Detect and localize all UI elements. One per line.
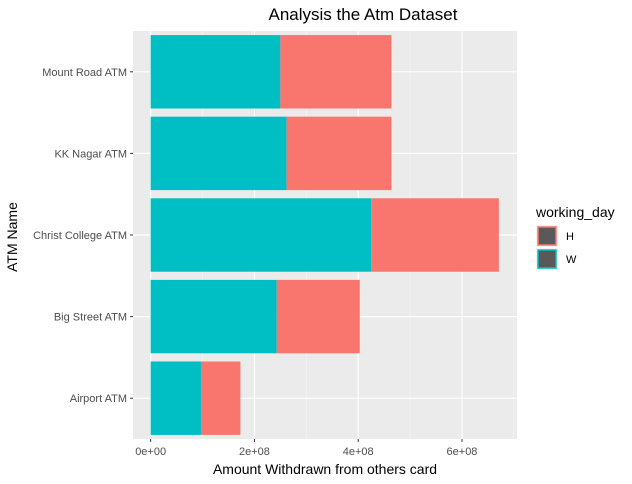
bar-segment-H	[371, 198, 499, 272]
bar-segment-H	[200, 361, 241, 435]
x-tick-label: 6e+08	[447, 446, 478, 458]
legend-label-W: W	[566, 254, 577, 266]
x-tick-label: 0e+00	[135, 446, 166, 458]
bar-segment-H	[280, 35, 392, 109]
x-tick-label: 4e+08	[343, 446, 374, 458]
legend-title: working_day	[535, 204, 615, 220]
legend-swatch-W	[537, 249, 557, 269]
legend: working_day HW	[535, 204, 615, 270]
bar-segment-W	[150, 361, 201, 435]
bar-segment-H	[286, 116, 392, 191]
bar-segment-H	[276, 279, 360, 354]
y-tick-label: Christ College ATM	[33, 230, 127, 242]
bar-segment-W	[150, 198, 372, 272]
bar-segment-W	[150, 116, 287, 191]
x-tick-label: 2e+08	[239, 446, 270, 458]
chart-title: Analysis the Atm Dataset	[269, 5, 458, 24]
y-tick-label: Airport ATM	[70, 393, 127, 405]
y-tick-label: KK Nagar ATM	[54, 148, 127, 160]
bars	[150, 35, 499, 435]
axes: 0e+00 2e+08 4e+08 6e+08 Mount Road ATM KK Nag…	[33, 67, 477, 458]
y-tick-label: Big Street ATM	[54, 312, 127, 324]
legend-swatch-H	[537, 226, 557, 246]
x-axis-title: Amount Withdrawn from others card	[213, 461, 437, 477]
y-tick-label: Mount Road ATM	[42, 67, 127, 79]
bar-segment-W	[150, 35, 281, 109]
bar-segment-W	[150, 279, 277, 354]
y-axis-title: ATM Name	[4, 202, 20, 272]
legend-label-H: H	[566, 231, 574, 243]
